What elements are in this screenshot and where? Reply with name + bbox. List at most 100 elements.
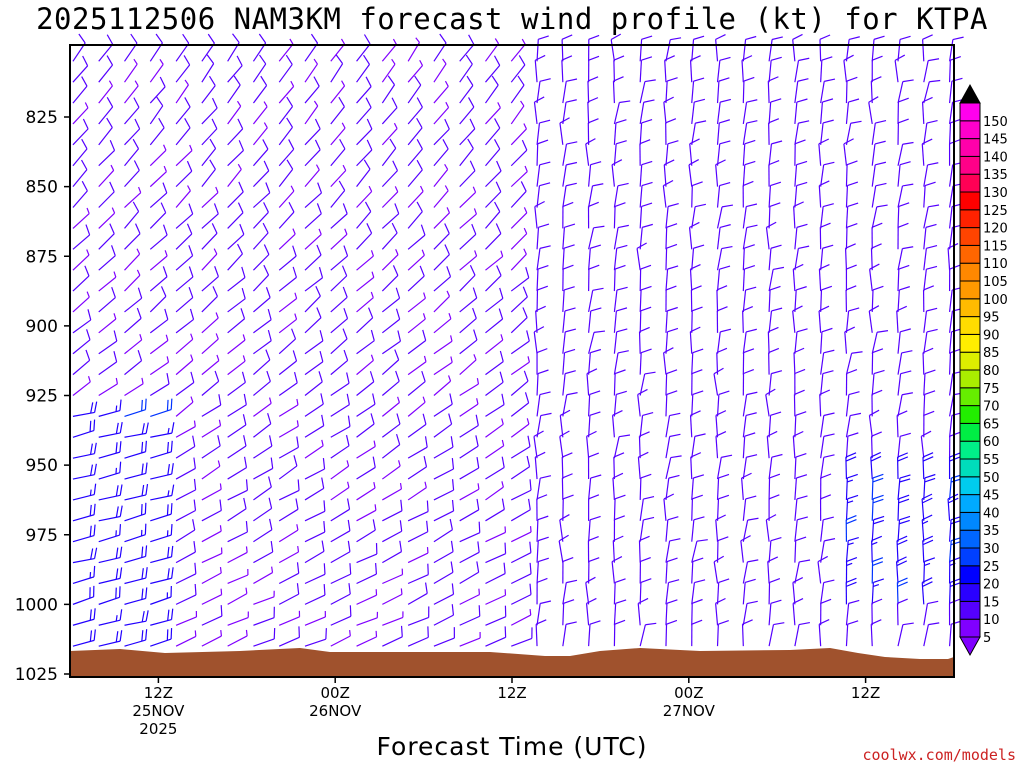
wind-barb-feather — [566, 161, 578, 166]
wind-barb-staff — [768, 415, 772, 438]
wind-barb-staff — [407, 84, 422, 104]
wind-barb-feather — [899, 519, 910, 525]
wind-barb-feather — [475, 435, 479, 447]
wind-barb-feather — [313, 100, 319, 107]
wind-barb-feather — [523, 207, 528, 214]
wind-barb-staff — [588, 248, 591, 271]
wind-barb-feather — [900, 328, 911, 333]
wind-barb-feather — [823, 516, 834, 521]
wind-barb-staff — [330, 425, 351, 438]
colorbar-swatch — [959, 583, 981, 602]
wind-barb-feather — [666, 619, 678, 625]
wind-barb-feather — [847, 620, 859, 625]
wind-barb-feather — [643, 516, 655, 521]
credit-link[interactable]: coolwx.com/models — [862, 746, 1016, 764]
colorbar-swatch — [959, 316, 981, 335]
wind-barb-staff — [639, 102, 645, 125]
wind-barb-feather — [796, 181, 808, 187]
wind-barb-staff — [201, 572, 222, 585]
wind-barb-feather — [132, 201, 140, 212]
wind-barb-staff — [149, 383, 170, 397]
wind-barb-feather — [292, 245, 297, 257]
wind-barb-feather — [444, 223, 450, 234]
wind-barb-staff — [870, 624, 873, 647]
wind-barb-staff — [536, 81, 541, 104]
wind-barb-feather — [267, 308, 272, 320]
wind-barb-staff — [459, 255, 477, 271]
wind-barb-staff — [124, 597, 146, 605]
wind-barb-staff — [124, 192, 142, 208]
wind-barb-staff — [278, 425, 299, 438]
wind-barb-feather — [663, 179, 674, 187]
wind-barb-feather — [924, 562, 931, 567]
wind-barb-staff — [897, 394, 903, 417]
wind-barb-feather — [529, 541, 532, 553]
wind-barb-staff — [278, 572, 299, 585]
wind-barb-staff — [586, 436, 590, 459]
wind-barb-feather — [420, 224, 426, 236]
wind-barb-staff — [72, 319, 92, 334]
wind-barb-staff — [588, 164, 592, 187]
colorbar-label: 80 — [983, 364, 1000, 379]
wind-barb-staff — [510, 212, 528, 229]
wind-barb-staff — [665, 373, 668, 396]
wind-barb-feather — [666, 390, 678, 395]
wind-barb-feather — [850, 412, 862, 417]
wind-barb-staff — [433, 529, 453, 543]
wind-barb-staff — [716, 477, 720, 500]
wind-barb-feather — [592, 183, 604, 187]
wind-barb-feather — [744, 578, 756, 584]
wind-barb-staff — [201, 360, 220, 376]
wind-barb-feather — [145, 545, 148, 557]
wind-barb-staff — [897, 498, 900, 521]
wind-barb-feather — [669, 412, 681, 417]
wind-barb-staff — [639, 289, 642, 312]
wind-barb-staff — [639, 227, 643, 250]
wind-barb-staff — [278, 126, 293, 146]
wind-barb-staff — [510, 402, 529, 417]
colorbar-label: 135 — [983, 168, 1008, 183]
wind-barb-staff — [715, 39, 719, 62]
wind-barb-feather — [746, 224, 758, 229]
wind-barb-feather — [209, 138, 217, 149]
wind-barb-feather — [718, 390, 730, 395]
wind-barb-feather — [746, 99, 758, 103]
wind-barb-feather — [639, 431, 650, 437]
wind-barb-staff — [768, 101, 772, 125]
wind-barb-feather — [794, 368, 806, 375]
wind-barb-staff — [665, 310, 668, 333]
wind-barb-staff — [766, 436, 770, 459]
wind-barb-feather — [496, 265, 502, 276]
colorbar-swatch — [959, 102, 981, 122]
wind-barb-staff — [356, 86, 372, 104]
wind-barb-feather — [924, 369, 936, 375]
wind-barb-staff — [871, 185, 877, 208]
wind-barb-feather — [926, 328, 938, 333]
wind-barb-staff — [150, 451, 172, 459]
wind-barb-staff — [175, 276, 194, 292]
wind-barb-feather — [521, 139, 528, 151]
wind-barb-staff — [922, 352, 925, 375]
colorbar-swatch — [959, 440, 981, 460]
wind-barb-staff — [639, 519, 644, 542]
wind-barb-staff — [150, 638, 172, 647]
wind-barb-feather — [186, 160, 193, 172]
wind-barb-feather — [292, 350, 298, 362]
wind-barb-feather — [799, 559, 811, 563]
wind-barb-feather — [396, 413, 401, 425]
wind-barb-staff — [304, 192, 322, 208]
wind-barb-staff — [484, 43, 499, 62]
wind-barb-feather — [925, 223, 937, 228]
colorbar-swatch — [959, 547, 981, 567]
wind-barb-staff — [691, 519, 695, 542]
colorbar-swatch — [959, 120, 981, 140]
wind-barb-staff — [742, 498, 747, 521]
wind-barb-staff — [818, 185, 822, 208]
wind-barb-feather — [476, 457, 480, 469]
wind-barb-staff — [663, 164, 667, 187]
wind-barb-feather — [616, 286, 628, 291]
wind-barb-feather — [747, 559, 759, 563]
wind-barb-feather — [344, 228, 348, 235]
colorbar-max-arrow — [959, 83, 981, 104]
wind-barb-staff — [665, 331, 669, 354]
